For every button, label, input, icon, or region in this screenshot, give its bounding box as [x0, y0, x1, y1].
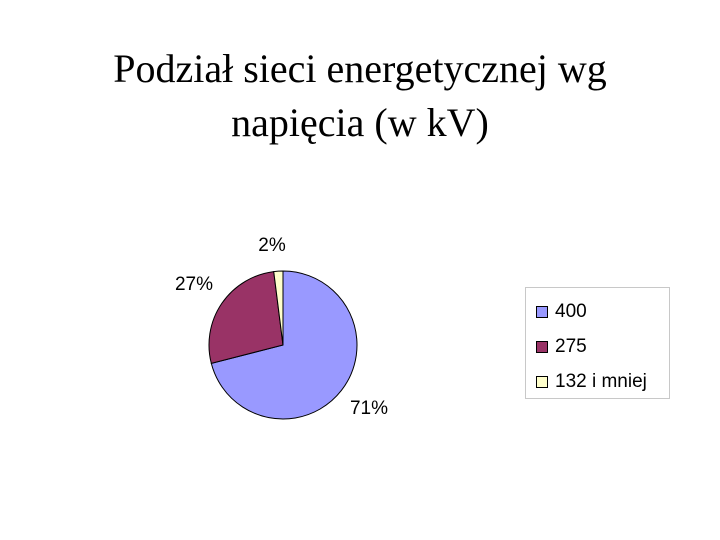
slide-title-line-1: Podział sieci energetycznej wg	[113, 46, 607, 91]
legend-label-275: 275	[555, 335, 587, 357]
legend-swatch-275	[536, 340, 548, 353]
legend-item-275: 275	[536, 329, 669, 364]
legend-label-400: 400	[555, 300, 587, 322]
chart-legend: 400 275 132 i mniej	[525, 287, 670, 399]
legend-item-132: 132 i mniej	[536, 364, 669, 399]
legend-swatch-400	[536, 305, 548, 318]
legend-swatch-132	[536, 375, 548, 388]
pie-slice-132	[273, 270, 284, 346]
data-label-275: 27%	[175, 274, 213, 295]
legend-item-400: 400	[536, 294, 669, 329]
pie-slice-400	[210, 270, 358, 420]
slide-title: Podział sieci energetycznej wg napięcia …	[0, 42, 720, 150]
pie-slice-275	[208, 271, 284, 365]
data-label-400: 71%	[350, 398, 388, 419]
slide-title-line-2: napięcia (w kV)	[231, 100, 489, 145]
data-label-132: 2%	[258, 235, 286, 256]
legend-label-132: 132 i mniej	[555, 370, 647, 392]
